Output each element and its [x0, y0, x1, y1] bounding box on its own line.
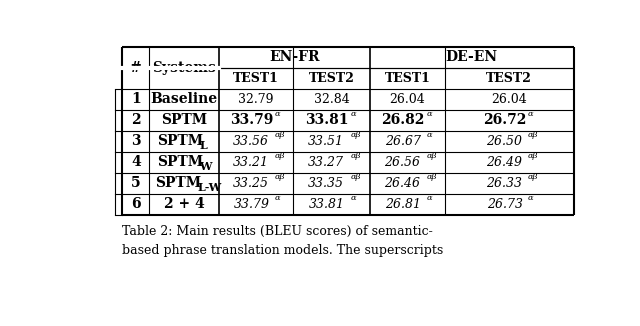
Text: 26.67: 26.67: [385, 135, 421, 148]
Text: Table 2: Main results (BLEU scores) of semantic-
based phrase translation models: Table 2: Main results (BLEU scores) of s…: [122, 225, 444, 257]
Text: #: #: [130, 61, 141, 75]
Text: Systems: Systems: [152, 61, 216, 75]
Text: α: α: [528, 110, 534, 118]
Text: 33.35: 33.35: [308, 177, 344, 190]
Text: SPTM: SPTM: [157, 134, 204, 148]
Text: TEST1: TEST1: [385, 72, 430, 85]
Text: L: L: [199, 140, 207, 151]
Text: α: α: [275, 110, 280, 118]
Text: 33.79: 33.79: [230, 113, 273, 127]
Text: SPTM: SPTM: [157, 155, 204, 169]
Text: 6: 6: [131, 197, 141, 211]
Text: αβ: αβ: [426, 152, 436, 160]
Text: 26.04: 26.04: [491, 93, 527, 106]
Text: 26.72: 26.72: [483, 113, 526, 127]
Text: 2: 2: [131, 113, 141, 127]
Text: 5: 5: [131, 176, 141, 190]
Text: 26.46: 26.46: [384, 177, 420, 190]
Text: DE-EN: DE-EN: [446, 50, 498, 64]
Text: αβ: αβ: [275, 173, 285, 181]
Text: 33.56: 33.56: [232, 135, 269, 148]
Text: αβ: αβ: [528, 152, 538, 160]
Text: α: α: [426, 110, 432, 118]
Text: 26.04: 26.04: [390, 93, 425, 106]
Text: αβ: αβ: [351, 152, 361, 160]
Text: αβ: αβ: [275, 131, 285, 139]
Text: 26.73: 26.73: [486, 198, 523, 211]
Text: 32.79: 32.79: [238, 93, 274, 106]
Text: 26.81: 26.81: [385, 198, 421, 211]
Text: 33.81: 33.81: [305, 113, 349, 127]
Text: 33.27: 33.27: [308, 156, 344, 169]
Text: 33.79: 33.79: [234, 198, 269, 211]
Text: α: α: [426, 131, 432, 139]
Text: 26.50: 26.50: [486, 135, 522, 148]
Text: α: α: [528, 194, 534, 202]
Text: 1: 1: [131, 92, 141, 106]
Text: SPTM: SPTM: [155, 176, 201, 190]
Text: αβ: αβ: [351, 173, 361, 181]
Text: W: W: [199, 161, 212, 171]
Text: SPTM: SPTM: [161, 113, 207, 127]
Text: 2 + 4: 2 + 4: [164, 197, 205, 211]
Text: 33.51: 33.51: [308, 135, 344, 148]
Text: 26.82: 26.82: [381, 113, 424, 127]
Text: αβ: αβ: [426, 173, 436, 181]
Text: TEST2: TEST2: [308, 72, 355, 85]
Text: αβ: αβ: [528, 131, 538, 139]
Text: 33.81: 33.81: [309, 198, 345, 211]
Text: α: α: [351, 110, 356, 118]
Text: 32.84: 32.84: [314, 93, 349, 106]
Text: 26.33: 26.33: [486, 177, 522, 190]
Text: αβ: αβ: [528, 173, 538, 181]
Text: TEST1: TEST1: [233, 72, 279, 85]
Text: 26.56: 26.56: [384, 156, 420, 169]
Text: EN-FR: EN-FR: [269, 50, 320, 64]
Text: 26.49: 26.49: [486, 156, 522, 169]
Text: 33.21: 33.21: [232, 156, 269, 169]
Text: 33.25: 33.25: [232, 177, 269, 190]
Text: Baseline: Baseline: [150, 92, 218, 106]
Text: αβ: αβ: [351, 131, 361, 139]
Text: 3: 3: [131, 134, 141, 148]
Text: α: α: [426, 194, 432, 202]
Text: α: α: [275, 194, 280, 202]
Text: L-W: L-W: [197, 182, 221, 193]
Text: 4: 4: [131, 155, 141, 169]
Text: TEST2: TEST2: [486, 72, 532, 85]
Text: αβ: αβ: [275, 152, 285, 160]
Text: α: α: [351, 194, 356, 202]
